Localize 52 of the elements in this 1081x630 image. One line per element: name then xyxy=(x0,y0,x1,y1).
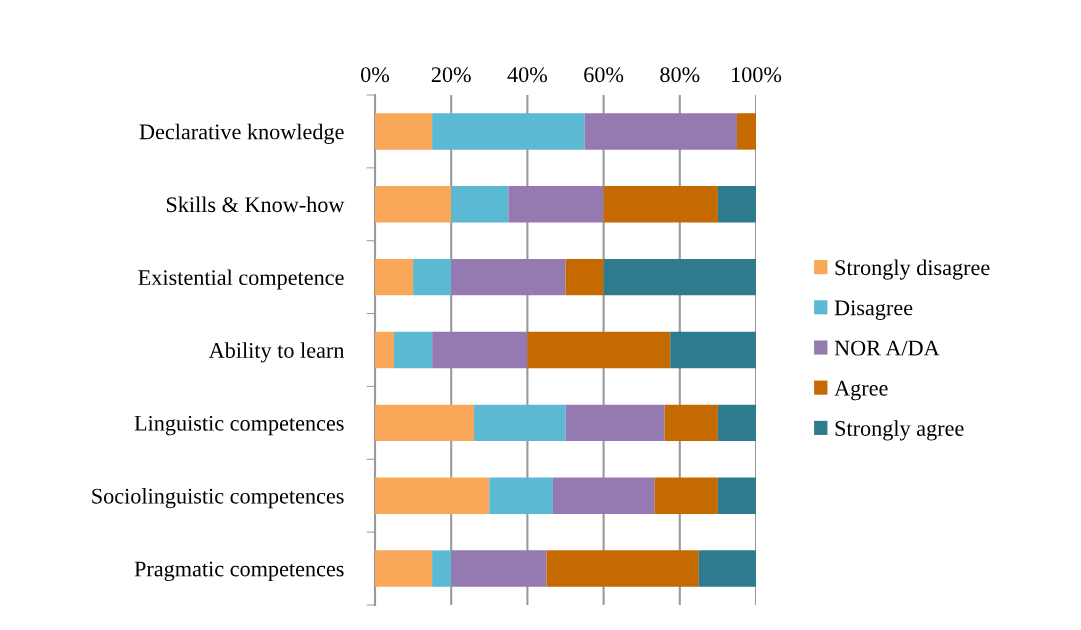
bar xyxy=(432,550,452,587)
y-tick-label: Ability to learn xyxy=(208,342,345,363)
bar xyxy=(565,258,604,296)
bar xyxy=(451,550,547,587)
bar xyxy=(670,331,756,369)
bar xyxy=(375,550,433,587)
bar xyxy=(394,331,433,369)
bar xyxy=(375,331,395,369)
bar xyxy=(375,186,452,223)
bar xyxy=(654,477,718,514)
bar xyxy=(451,186,509,223)
bar xyxy=(552,477,655,514)
bar xyxy=(508,186,604,223)
y-tick-label: Sociolinguistic competences xyxy=(92,488,344,509)
x-tick-label: 80% xyxy=(660,67,700,83)
bar xyxy=(565,404,665,442)
bar xyxy=(603,258,756,296)
bar xyxy=(717,477,756,514)
bar xyxy=(603,186,718,223)
bar xyxy=(527,331,671,369)
x-tick-label: 0% xyxy=(361,67,390,83)
bar xyxy=(432,331,528,369)
legend-label: Disagree xyxy=(834,300,913,320)
bar xyxy=(717,404,756,442)
legend-label: Strongly agree xyxy=(835,420,964,441)
bar xyxy=(664,404,718,442)
x-tick-label: 100% xyxy=(732,67,782,83)
x-tick-label: 40% xyxy=(507,67,548,83)
bar xyxy=(698,550,756,587)
bar xyxy=(375,258,414,296)
bar xyxy=(432,113,585,150)
legend-label: NOR A/DA xyxy=(834,340,940,356)
bar xyxy=(717,186,756,223)
x-tick-label: 20% xyxy=(431,67,471,83)
bar xyxy=(375,477,490,514)
y-tick-label: Declarative knowledge xyxy=(139,123,344,144)
y-tick-label: Pragmatic competences xyxy=(134,561,344,582)
bar xyxy=(584,113,737,150)
bar xyxy=(474,404,566,442)
bar xyxy=(413,258,452,296)
bar xyxy=(736,113,756,150)
y-tick-label: Linguistic competences xyxy=(134,415,344,436)
x-tick-label: 60% xyxy=(584,67,624,83)
y-tick-label: Existential competence xyxy=(138,269,344,290)
y-tick-label: Skills & Know-how xyxy=(166,196,345,213)
bar xyxy=(375,404,475,442)
bar xyxy=(451,258,566,296)
legend-label: Agree xyxy=(834,380,888,401)
bar xyxy=(489,477,553,514)
bar xyxy=(375,113,433,150)
bar xyxy=(546,550,699,587)
legend-label: Strongly disagree xyxy=(835,259,990,280)
